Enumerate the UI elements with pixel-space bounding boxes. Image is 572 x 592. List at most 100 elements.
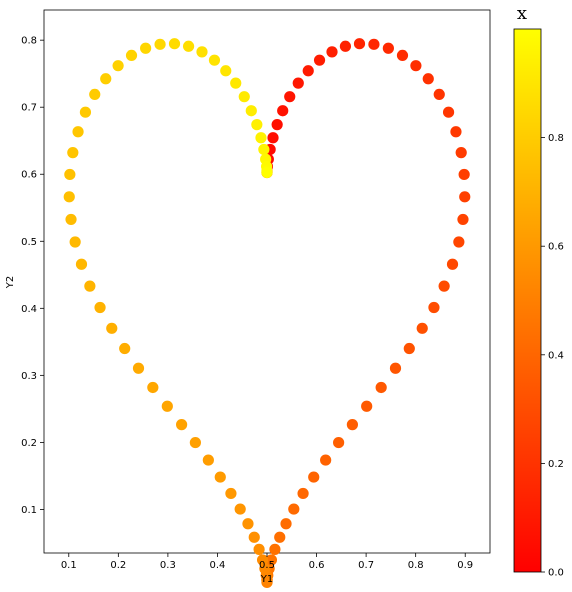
scatter-point	[416, 322, 428, 334]
scatter-point	[422, 73, 434, 85]
x-tick-label: 0.5	[259, 560, 275, 571]
colorbar-title: x	[517, 3, 527, 24]
x-tick-label: 0.8	[408, 560, 424, 571]
scatter-point	[89, 88, 101, 101]
scatter-point	[361, 400, 373, 412]
scatter-point	[69, 236, 81, 248]
scatter-point	[79, 106, 92, 118]
plot-area: 0.1 0.2 0.3 0.4 0.5 0.6 0.7 0.8 0.9 0.1 0.2 0.3 0.4…	[5, 9, 491, 588]
scatter-point	[189, 436, 201, 449]
scatter-point	[453, 236, 465, 248]
y-tick-label: 0.7	[21, 103, 37, 114]
scatter-point	[410, 60, 422, 72]
y-tick-label: 0.3	[21, 371, 37, 382]
x-tick-label: 0.1	[61, 560, 77, 571]
scatter-point	[147, 381, 159, 394]
scatter-point	[234, 503, 246, 515]
scatter-point	[161, 400, 173, 412]
colorbar-tick-label: 0.0	[548, 568, 564, 579]
colorbar-tick-label: 0.8	[548, 133, 564, 144]
scatter-point	[253, 543, 265, 555]
scatter-point	[284, 91, 296, 103]
scatter-point	[208, 54, 221, 66]
scatter-point	[320, 454, 332, 466]
scatter-point	[202, 454, 214, 466]
scatter-point	[375, 381, 387, 394]
scatter-point	[292, 77, 304, 89]
scatter-point	[248, 531, 260, 543]
scatter-point	[259, 563, 271, 575]
x-tick-label: 0.4	[209, 560, 225, 571]
scatter-point	[382, 42, 394, 54]
scatter-point	[72, 126, 84, 138]
colorbar-tick-label: 0.4	[548, 350, 564, 361]
scatter-point	[214, 471, 226, 483]
colorbar: x 0.0 0.2 0.4 0.6 0.8	[513, 3, 564, 579]
scatter-point	[313, 54, 326, 66]
scatter-point	[457, 213, 469, 226]
y-axis-label: Y2	[5, 276, 16, 289]
scatter-point	[154, 38, 166, 50]
scatter-point	[125, 49, 138, 62]
scatter-point	[274, 531, 286, 543]
scatter-point	[433, 88, 445, 101]
scatter-point	[339, 40, 352, 52]
scatter-point	[94, 301, 106, 314]
scatter-point	[271, 119, 283, 131]
scatter-point	[256, 554, 269, 566]
scatter-point	[67, 147, 79, 159]
scatter-point	[251, 119, 263, 131]
scatter-point	[140, 42, 152, 54]
scatter-point	[389, 362, 402, 374]
scatter-point	[265, 554, 278, 566]
scatter-point	[450, 126, 462, 138]
scatter-point	[403, 342, 415, 355]
x-tick-label: 0.7	[358, 560, 374, 571]
scatter-point	[333, 436, 345, 449]
y-tick-label: 0.5	[21, 237, 37, 248]
scatter-point	[64, 168, 76, 181]
scatter-point	[242, 518, 254, 530]
y-tick-label: 0.8	[21, 36, 37, 47]
y-axis-ticks: 0.1 0.2 0.3 0.4 0.5 0.6 0.7 0.8	[21, 36, 44, 516]
scatter-point	[238, 91, 250, 103]
scatter-point	[368, 38, 380, 50]
scatter-point	[258, 143, 270, 156]
scatter-point	[245, 105, 257, 117]
scatter-points	[63, 38, 471, 588]
scatter-point	[132, 362, 145, 374]
scatter-point	[297, 487, 309, 500]
x-tick-label: 0.9	[457, 560, 473, 571]
scatter-point	[458, 168, 470, 181]
scatter-point	[65, 213, 77, 226]
scatter-point	[106, 322, 118, 334]
scatter-point	[261, 166, 273, 179]
scatter-point	[168, 38, 181, 50]
scatter-point	[267, 132, 279, 144]
colorbar-gradient	[513, 28, 542, 573]
scatter-point	[277, 105, 289, 117]
scatter-point	[438, 280, 450, 292]
x-axis-ticks: 0.1 0.2 0.3 0.4 0.5 0.6 0.7 0.8 0.9	[61, 553, 473, 571]
x-axis-label: Y1	[260, 574, 273, 585]
y-tick-label: 0.1	[21, 505, 37, 516]
scatter-point	[459, 191, 471, 203]
scatter-point	[446, 258, 459, 270]
scatter-point	[119, 342, 131, 355]
scatter-point	[288, 503, 300, 515]
scatter-point	[230, 77, 242, 89]
x-tick-label: 0.3	[160, 560, 176, 571]
scatter-point	[326, 46, 338, 58]
scatter-point	[396, 49, 409, 62]
scatter-point	[100, 73, 112, 85]
colorbar-tick-label: 0.6	[548, 242, 564, 253]
x-tick-label: 0.6	[309, 560, 325, 571]
scatter-point	[302, 65, 314, 77]
scatter-point	[112, 60, 124, 72]
y-tick-label: 0.6	[21, 170, 37, 181]
colorbar-tick-label: 0.2	[548, 459, 564, 470]
scatter-point	[280, 518, 292, 530]
scatter-point	[225, 487, 237, 500]
scatter-point	[346, 419, 358, 431]
scatter-point	[255, 132, 267, 144]
